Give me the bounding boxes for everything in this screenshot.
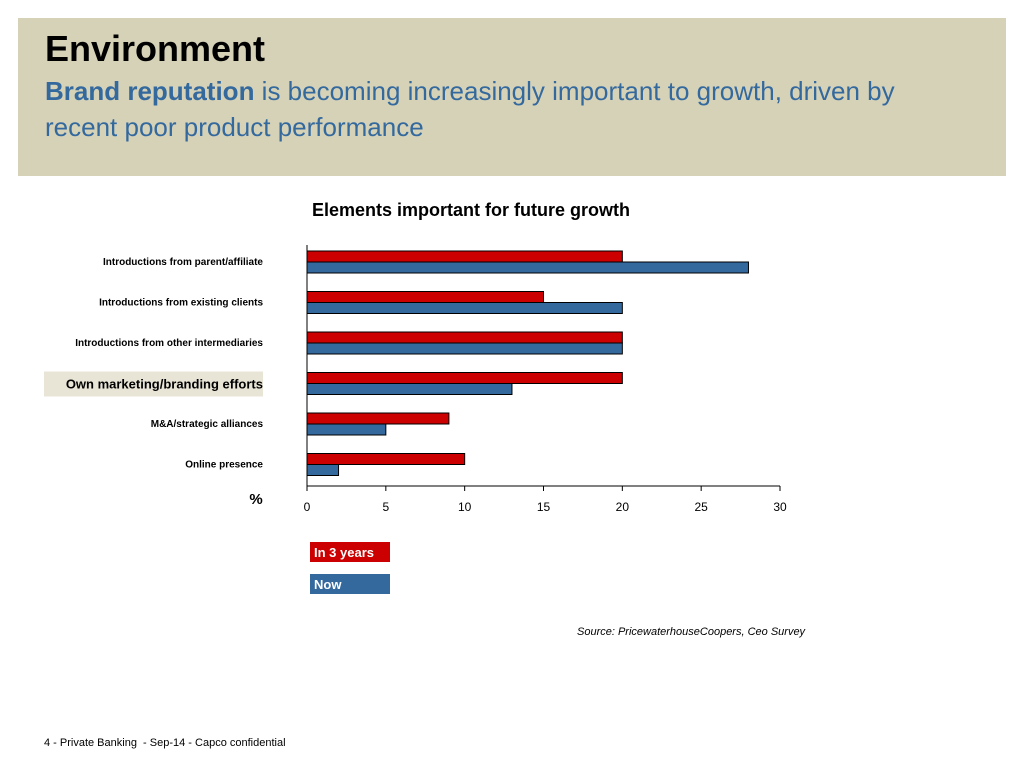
legend-swatch — [310, 574, 390, 594]
bar — [306, 412, 450, 425]
category-label: Own marketing/branding efforts — [66, 377, 263, 392]
legend-swatch — [310, 542, 390, 562]
bar — [306, 372, 623, 384]
category-label: Introductions from existing clients — [99, 298, 263, 309]
category-label: Online presence — [185, 460, 263, 471]
bar — [306, 261, 749, 274]
header-banner: Environment Brand reputation is becoming… — [18, 18, 1006, 176]
chart-title: Elements important for future growth — [312, 200, 631, 220]
bar — [306, 453, 466, 465]
x-tick-label: 5 — [382, 500, 389, 514]
page-title: Environment — [45, 28, 266, 69]
category-label: Introductions from parent/affiliate — [103, 257, 263, 268]
bar — [306, 342, 623, 355]
subtitle-text: is becoming increasingly important to gr… — [45, 76, 895, 142]
bar — [306, 302, 623, 314]
page-subtitle: Brand reputation is becoming increasingl… — [45, 73, 965, 145]
bar — [306, 423, 387, 436]
x-axis-label: % — [249, 491, 262, 508]
bar — [306, 331, 623, 344]
bar — [306, 291, 544, 303]
category-label: M&A/strategic alliances — [151, 419, 264, 430]
x-tick-label: 0 — [304, 500, 311, 514]
bar — [306, 383, 513, 395]
category-label: Introductions from other intermediaries — [75, 338, 263, 349]
legend-label: In 3 years — [314, 545, 374, 560]
bar — [306, 250, 623, 263]
legend-label: Now — [314, 577, 342, 592]
footer-text: 4 - Private Banking - Sep-14 - Capco con… — [44, 737, 286, 749]
bar — [306, 464, 340, 476]
x-tick-label: 15 — [537, 500, 551, 514]
source-note: Source: PricewaterhouseCoopers, Ceo Surv… — [577, 626, 806, 638]
category-highlight — [44, 371, 263, 397]
x-tick-label: 30 — [773, 500, 787, 514]
x-tick-label: 20 — [616, 500, 630, 514]
x-tick-label: 10 — [458, 500, 472, 514]
subtitle-emphasis: Brand reputation — [45, 76, 255, 106]
x-tick-label: 25 — [694, 500, 708, 514]
